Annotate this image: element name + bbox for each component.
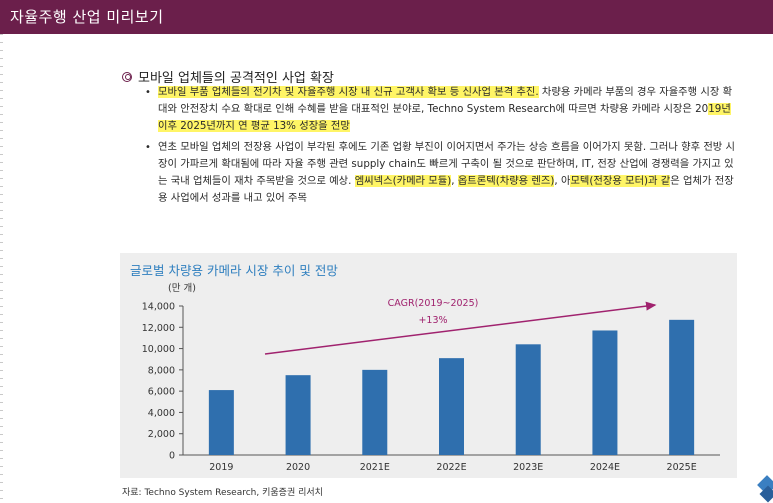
bar bbox=[362, 369, 388, 455]
bar bbox=[669, 319, 695, 455]
bullet-list: • 모바일 부품 업체들의 전기차 및 자율주행 시장 내 신규 고객사 확보 … bbox=[145, 84, 738, 210]
bar-chart: (만 개) 0 2,000 4,000 6,000 8,000 10,000 12,000 14… bbox=[142, 283, 720, 473]
y-tick-label: 0 bbox=[169, 451, 175, 462]
bullet-item-1: • 모바일 부품 업체들의 전기차 및 자율주행 시장 내 신규 고객사 확보 … bbox=[145, 84, 738, 136]
page-title: 자율주행 산업 미리보기 bbox=[10, 8, 164, 26]
y-tick-label: 10,000 bbox=[142, 344, 175, 355]
y-tick-label: 4,000 bbox=[148, 408, 175, 419]
cagr-arrow bbox=[264, 301, 657, 355]
section-heading: 모바일 업체들의 공격적인 사업 확장 bbox=[122, 67, 334, 86]
chart-title: 글로벌 차량용 카메라 시장 추이 및 전망 bbox=[130, 263, 338, 278]
section-heading-text: 모바일 업체들의 공격적인 사업 확장 bbox=[138, 71, 334, 86]
body-text: , bbox=[451, 175, 458, 188]
x-tick-label: 2024E bbox=[590, 462, 620, 473]
body-text: , 아 bbox=[554, 175, 571, 188]
highlight-text: 모텍(전장용 모터)과 같 bbox=[570, 175, 671, 188]
x-tick-label: 2019 bbox=[209, 462, 233, 473]
x-tick-label: 2021E bbox=[360, 462, 390, 473]
cagr-annotation: +13% bbox=[418, 315, 447, 326]
left-rail-decoration bbox=[0, 34, 6, 503]
y-tick-label: 6,000 bbox=[148, 387, 175, 398]
header-bar: 자율주행 산업 미리보기 bbox=[0, 0, 773, 34]
source-note: 자료: Techno System Research, 키움증권 리서치 bbox=[122, 488, 323, 498]
bullet-dot-icon: • bbox=[145, 87, 151, 98]
body-text: 차량용 카메라 부품의 경우 자율주행 시장 확대와 안전장치 수요 확대로 인… bbox=[158, 86, 733, 116]
highlight-text: 옵트론텍(차량용 렌즈) bbox=[457, 175, 555, 188]
body-text: 은 업체가 전장용 사업에서 성과를 내고 있어 주목 bbox=[158, 175, 734, 205]
x-tick-label: 2025E bbox=[667, 462, 697, 473]
y-tick-label: 8,000 bbox=[148, 365, 175, 376]
x-tick-label: 2020 bbox=[286, 462, 310, 473]
y-tick-label: 14,000 bbox=[142, 302, 175, 313]
bullet-item-2: • 연초 모바일 업체의 전장용 사업이 부각된 후에도 기존 업황 부진이 이… bbox=[145, 139, 738, 208]
bar bbox=[439, 358, 464, 455]
bar bbox=[515, 344, 541, 455]
x-tick-label: 2023E bbox=[513, 462, 543, 473]
body-text: 연초 모바일 업체의 전장용 사업이 부각된 후에도 기존 업황 부진이 이어지… bbox=[158, 140, 736, 188]
bar bbox=[592, 330, 618, 455]
y-unit-label: (만 개) bbox=[168, 283, 196, 294]
bullet-dot-icon: • bbox=[145, 141, 151, 153]
double-circle-icon bbox=[122, 71, 132, 82]
bar bbox=[208, 390, 234, 455]
y-tick-label: 2,000 bbox=[148, 429, 175, 440]
x-tick-label: 2022E bbox=[436, 462, 466, 473]
cagr-annotation: CAGR(2019~2025) bbox=[388, 298, 479, 309]
y-tick-label: 12,000 bbox=[142, 323, 175, 334]
highlight-text: 엠씨넥스(카메라 모듈) bbox=[354, 175, 452, 188]
highlight-text: 모바일 부품 업체들의 전기차 및 자율주행 시장 내 신규 고객사 확보 등 … bbox=[158, 86, 539, 98]
bar bbox=[285, 375, 311, 455]
chart-panel: 글로벌 차량용 카메라 시장 추이 및 전망 (만 개) 0 2,000 4,000 6… bbox=[120, 253, 737, 478]
